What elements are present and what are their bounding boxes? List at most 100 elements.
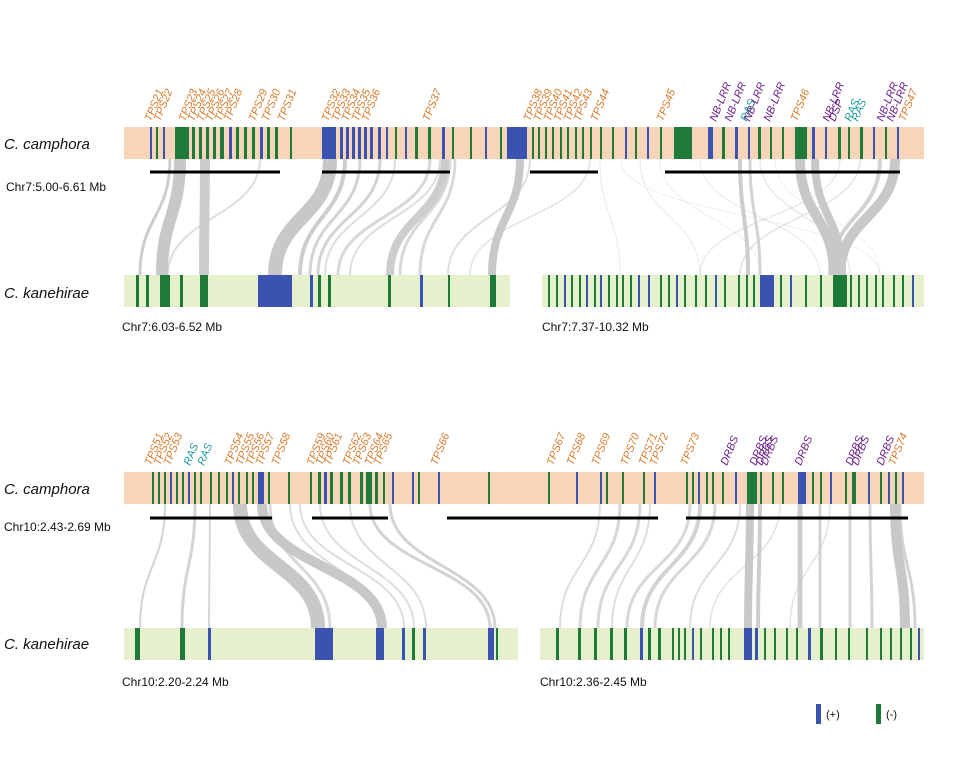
kanehirae-genes	[136, 275, 914, 307]
gene-minus-strand	[747, 472, 757, 504]
synteny-links	[139, 503, 917, 629]
synteny-link	[699, 158, 841, 276]
gene-minus-strand	[244, 127, 247, 159]
gene-minus-strand	[643, 472, 645, 504]
gene-minus-strand	[560, 127, 562, 159]
gene-minus-strand	[622, 472, 624, 504]
gene-plus-strand	[405, 127, 407, 159]
synteny-link	[898, 503, 917, 629]
gene-label: TPS73	[679, 431, 703, 467]
gene-minus-strand	[340, 472, 343, 504]
gene-minus-strand	[199, 127, 202, 159]
synteny-link	[599, 158, 621, 276]
gene-minus-strand	[548, 275, 550, 307]
camphora-genes	[152, 472, 904, 504]
gene-minus-strand	[388, 275, 391, 307]
gene-plus-strand	[798, 472, 806, 504]
gene-minus-strand	[180, 628, 185, 660]
gene-minus-strand	[796, 628, 798, 660]
gene-plus-strand	[376, 628, 384, 660]
gene-minus-strand	[375, 472, 378, 504]
gene-plus-strand	[735, 472, 737, 504]
synteny-link	[868, 503, 874, 629]
gene-minus-strand	[575, 127, 577, 159]
gene-minus-strand	[820, 472, 822, 504]
gene-minus-strand	[838, 127, 841, 159]
gene-minus-strand	[658, 628, 661, 660]
gene-minus-strand	[571, 275, 573, 307]
gene-minus-strand	[330, 472, 333, 504]
gene-minus-strand	[880, 472, 882, 504]
gene-minus-strand	[556, 275, 558, 307]
synteny-link	[756, 503, 762, 629]
gene-plus-strand	[868, 472, 870, 504]
gene-minus-strand	[893, 275, 895, 307]
gene-minus-strand	[164, 472, 166, 504]
gene-minus-strand	[608, 275, 610, 307]
gene-minus-strand	[686, 472, 688, 504]
synteny-link	[596, 503, 642, 629]
gene-plus-strand	[322, 127, 336, 159]
gene-minus-strand	[180, 275, 183, 307]
gene-plus-strand	[586, 275, 588, 307]
gene-minus-strand	[724, 275, 726, 307]
gene-minus-strand	[692, 472, 694, 504]
synteny-link	[349, 503, 427, 629]
gene-minus-strand	[158, 472, 160, 504]
gene-plus-strand	[648, 275, 650, 307]
synteny-link	[386, 158, 449, 276]
gene-minus-strand	[738, 275, 740, 307]
gene-plus-strand	[507, 127, 527, 159]
gene-minus-strand	[624, 628, 627, 660]
gene-plus-strand	[208, 628, 211, 660]
gene-label: DRBS	[719, 434, 742, 467]
synteny-link	[625, 503, 692, 629]
gene-minus-strand	[200, 275, 208, 307]
gene-minus-strand	[192, 127, 195, 159]
gene-plus-strand	[150, 127, 152, 159]
synteny-link	[559, 503, 601, 629]
gene-minus-strand	[318, 472, 321, 504]
synteny-link	[319, 503, 415, 629]
synteny-link	[336, 158, 432, 276]
legend-plus-swatch	[816, 704, 821, 724]
synteny-link	[488, 158, 524, 276]
gene-minus-strand	[712, 472, 714, 504]
gene-minus-strand	[845, 472, 847, 504]
gene-plus-strand	[748, 127, 750, 159]
gene-minus-strand	[885, 127, 887, 159]
gene-plus-strand	[912, 275, 914, 307]
synteny-link	[138, 158, 172, 276]
gene-minus-strand	[412, 628, 415, 660]
species-label-camphora: C. camphora	[4, 481, 90, 498]
gene-minus-strand	[780, 275, 782, 307]
gene-plus-strand	[352, 127, 355, 159]
gene-minus-strand	[246, 472, 248, 504]
gene-plus-strand	[600, 275, 602, 307]
synteny-link	[199, 158, 210, 276]
gene-plus-strand	[290, 275, 292, 307]
gene-minus-strand	[880, 628, 882, 660]
gene-minus-strand	[182, 472, 184, 504]
gene-plus-strand	[170, 472, 172, 504]
gene-minus-strand	[782, 472, 784, 504]
gene-plus-strand	[902, 472, 904, 504]
gene-minus-strand	[882, 275, 884, 307]
gene-minus-strand	[488, 472, 490, 504]
legend-plus-label: (+)	[826, 709, 840, 721]
gene-minus-strand	[552, 127, 554, 159]
gene-minus-strand	[674, 127, 692, 159]
gene-minus-strand	[538, 127, 540, 159]
camphora-genes	[150, 127, 899, 159]
gene-minus-strand	[760, 472, 762, 504]
gene-minus-strand	[156, 127, 158, 159]
synteny-link	[167, 158, 261, 276]
synteny-link	[639, 158, 701, 276]
gene-plus-strand	[358, 127, 361, 159]
gene-minus-strand	[820, 628, 823, 660]
gene-plus-strand	[258, 472, 264, 504]
gene-minus-strand	[194, 472, 196, 504]
gene-plus-strand	[715, 275, 717, 307]
gene-minus-strand	[210, 472, 212, 504]
